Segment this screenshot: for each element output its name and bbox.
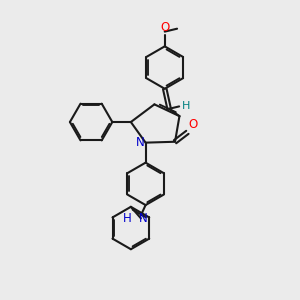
Text: O: O	[189, 118, 198, 131]
Text: O: O	[160, 21, 169, 34]
Text: H: H	[182, 101, 190, 111]
Text: H: H	[123, 212, 132, 225]
Text: N: N	[139, 212, 148, 225]
Text: N: N	[136, 136, 144, 149]
